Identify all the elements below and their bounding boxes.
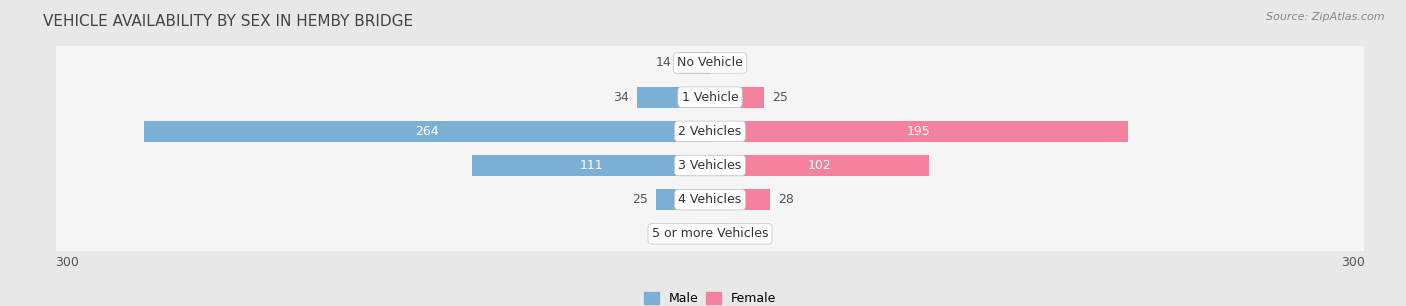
Bar	[56, 217, 1364, 251]
Bar	[56, 217, 1364, 251]
Bar	[56, 80, 1364, 114]
Text: 102: 102	[807, 159, 831, 172]
Text: 0: 0	[718, 57, 727, 69]
Text: 25: 25	[631, 193, 648, 206]
Text: VEHICLE AVAILABILITY BY SEX IN HEMBY BRIDGE: VEHICLE AVAILABILITY BY SEX IN HEMBY BRI…	[44, 14, 413, 29]
Text: 6: 6	[681, 227, 689, 240]
Bar	[710, 87, 763, 108]
Bar	[472, 155, 710, 176]
Bar	[710, 189, 770, 210]
Text: 28: 28	[779, 193, 794, 206]
Text: No Vehicle: No Vehicle	[678, 57, 742, 69]
Bar	[56, 114, 1364, 148]
Text: 5 or more Vehicles: 5 or more Vehicles	[652, 227, 768, 240]
Bar	[657, 189, 710, 210]
Bar	[710, 223, 730, 244]
Bar	[56, 46, 1364, 80]
Text: 264: 264	[415, 125, 439, 138]
Bar	[710, 155, 929, 176]
Text: Source: ZipAtlas.com: Source: ZipAtlas.com	[1267, 12, 1385, 22]
Bar	[681, 52, 710, 73]
Bar	[56, 46, 1364, 80]
Bar	[697, 223, 710, 244]
Bar	[710, 121, 1128, 142]
Bar	[56, 114, 1364, 148]
Text: 3 Vehicles: 3 Vehicles	[679, 159, 741, 172]
Bar	[56, 80, 1364, 114]
Text: 195: 195	[907, 125, 931, 138]
Bar	[56, 148, 1364, 183]
Legend: Male, Female: Male, Female	[638, 287, 782, 306]
Text: 9: 9	[738, 227, 745, 240]
Bar	[637, 87, 710, 108]
Text: 25: 25	[772, 91, 789, 104]
Text: 111: 111	[579, 159, 603, 172]
Text: 34: 34	[613, 91, 628, 104]
Bar	[56, 183, 1364, 217]
Bar	[56, 148, 1364, 183]
Bar	[145, 121, 710, 142]
Text: 14: 14	[655, 57, 672, 69]
Bar	[56, 183, 1364, 217]
Text: 4 Vehicles: 4 Vehicles	[679, 193, 741, 206]
Text: 2 Vehicles: 2 Vehicles	[679, 125, 741, 138]
Text: 1 Vehicle: 1 Vehicle	[682, 91, 738, 104]
